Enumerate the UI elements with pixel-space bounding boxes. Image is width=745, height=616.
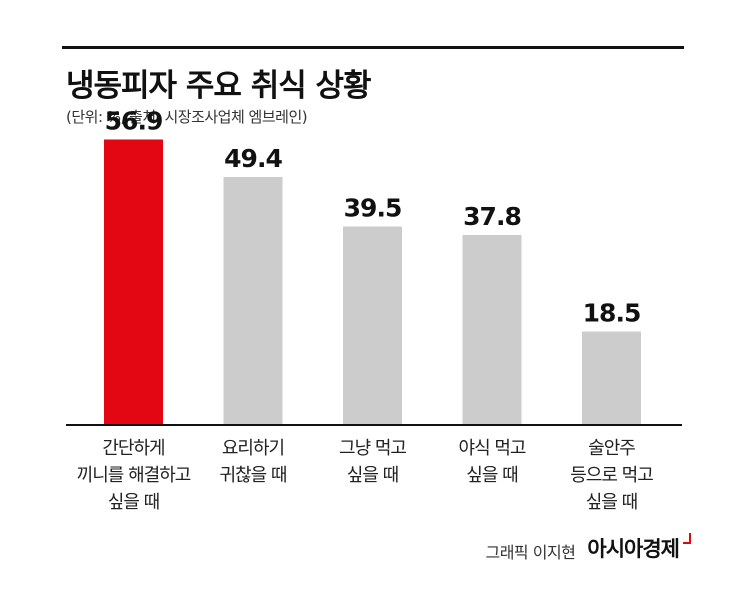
value-label-1: 49.4 [224, 144, 282, 173]
category-label-0-line-0: 간단하게 [102, 438, 164, 459]
category-label-1-line-0: 요리하기 [222, 438, 284, 459]
category-label-3-line-1: 싶을 때 [466, 465, 517, 486]
value-label-0: 56.9 [105, 107, 163, 136]
bar-4 [582, 331, 641, 424]
category-label-0-line-2: 싶을 때 [108, 492, 159, 513]
value-labels-group: 56.9 49.4 39.5 37.8 18.5 [105, 107, 642, 328]
category-label-2-line-1: 싶을 때 [347, 465, 398, 486]
category-label-4-line-2: 싶을 때 [586, 492, 637, 513]
brand-name: 아시아경제 [587, 537, 680, 561]
brand-mark-icon [683, 533, 691, 544]
category-label-4-line-0: 술안주 [588, 438, 635, 459]
credit-brand: 아시아경제 [587, 533, 691, 563]
category-label-4-line-1: 등으로 먹고 [570, 465, 653, 486]
category-label-3-line-0: 야식 먹고 [459, 438, 526, 459]
title-rule [62, 46, 684, 49]
credit-line: 그래픽 이지현 아시아경제 [485, 533, 691, 563]
bars-group [104, 139, 641, 424]
category-label-1-line-1: 귀찮을 때 [220, 465, 287, 486]
bar-1 [223, 177, 283, 424]
bar-2 [343, 226, 402, 424]
bar-3 [462, 235, 522, 424]
value-label-2: 39.5 [344, 194, 402, 223]
chart-title: 냉동피자 주요 취식 상황 [66, 68, 372, 104]
credit-author: 그래픽 이지현 [485, 543, 576, 562]
bar-0 [104, 139, 163, 424]
category-label-2-line-0: 그냥 먹고 [339, 438, 406, 459]
value-label-4: 18.5 [583, 299, 641, 328]
value-label-3: 37.8 [463, 202, 521, 231]
category-label-0-line-1: 끼니를 해결하고 [77, 465, 191, 486]
chart-subtitle: (단위: %, 출처: 시장조사업체 엠브레인) [66, 108, 308, 126]
